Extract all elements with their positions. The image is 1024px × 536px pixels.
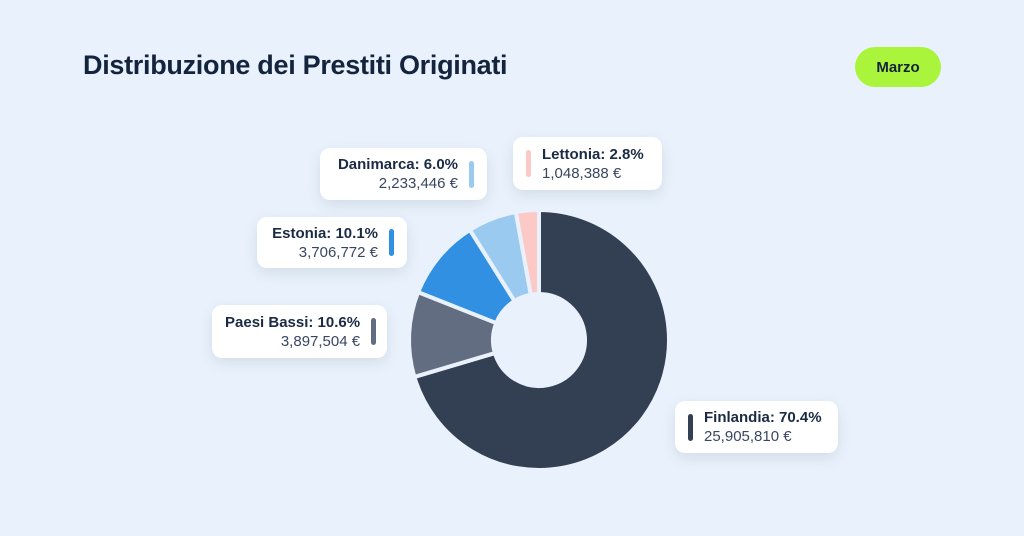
donut-chart-svg <box>407 208 671 472</box>
callout-estonia-title: Estonia: 10.1% <box>272 224 378 242</box>
page-title: Distribuzione dei Prestiti Originati <box>83 50 508 80</box>
callout-lettonia-color-bar <box>526 150 531 177</box>
callout-danimarca-amount: 2,233,446 € <box>378 175 458 192</box>
donut-chart <box>404 205 674 475</box>
callout-estonia-color-bar <box>389 229 394 256</box>
callout-lettonia-amount: 1,048,388 € <box>542 164 622 182</box>
callout-paesi-bassi-title: Paesi Bassi: 10.6% <box>225 313 361 331</box>
callout-estonia-amount: 3,706,772 € <box>298 243 378 261</box>
callout-paesi-bassi-color-bar <box>371 318 377 345</box>
callout-paesi-bassi-amount: 3,897,504 € <box>280 332 361 350</box>
callout-estonia: Estonia: 10.1% 3,706,772 € <box>257 217 407 268</box>
callout-finlandia-amount: 25,905,810 € <box>704 428 792 445</box>
callout-lettonia: Lettonia: 2.8% 1,048,388 € <box>513 137 662 190</box>
callout-lettonia-title: Lettonia: 2.8% <box>542 145 644 163</box>
callout-danimarca-title: Danimarca: 6.0% <box>337 156 458 173</box>
donut-segment-lettonia[interactable] <box>513 208 541 297</box>
callout-danimarca: Danimarca: 6.0% 2,233,446 € <box>320 148 487 200</box>
period-badge[interactable]: Marzo <box>855 47 941 87</box>
donut-segment-finlandia[interactable] <box>412 208 671 472</box>
callout-finlandia-title: Finlandia: 70.4% <box>704 409 822 426</box>
callout-finlandia: Finlandia: 70.4% 25,905,810 € <box>675 401 838 453</box>
callout-finlandia-color-bar <box>688 413 693 441</box>
callout-paesi-bassi: Paesi Bassi: 10.6% 3,897,504 € <box>212 305 387 358</box>
callout-danimarca-color-bar <box>469 160 474 188</box>
